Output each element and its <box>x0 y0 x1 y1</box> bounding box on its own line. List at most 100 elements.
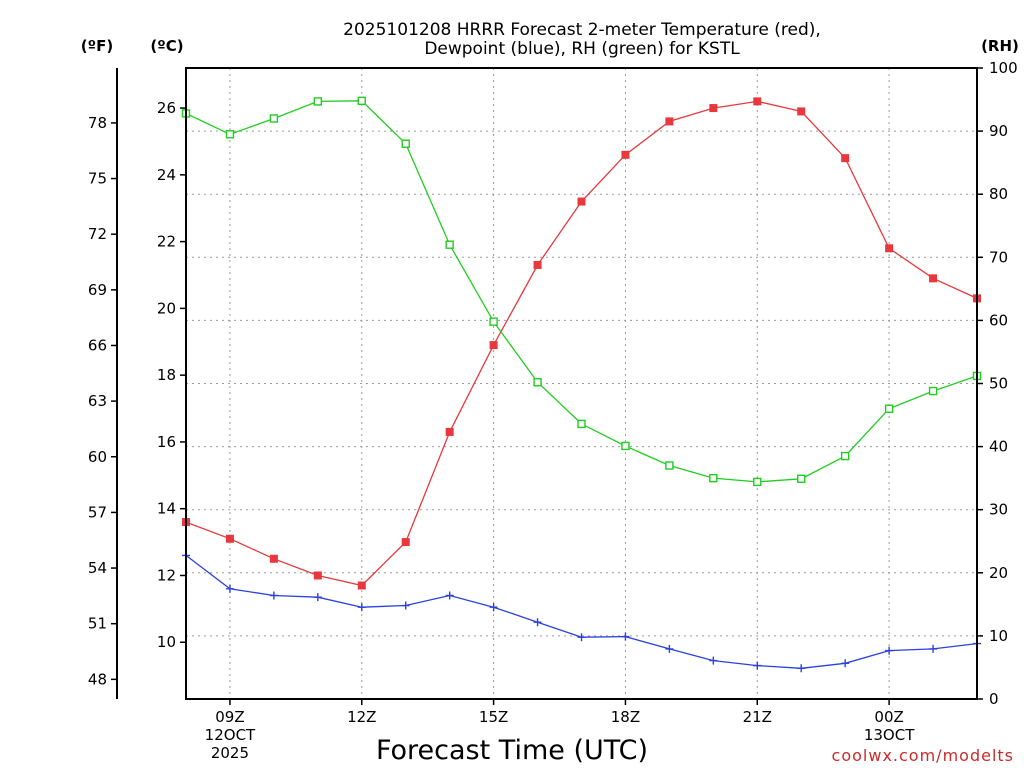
dewpoint-point <box>445 591 454 600</box>
rh-tick-label: 90 <box>989 122 1008 140</box>
time-tick-label: 12Z <box>347 708 376 726</box>
rh-point <box>225 130 235 139</box>
time-tick-label: 21Z <box>743 708 772 726</box>
dewpoint-point <box>489 603 498 612</box>
2-meter-temperature-point <box>709 104 718 113</box>
dewpoint-point <box>665 644 674 653</box>
2-meter-temperature-point <box>753 97 762 106</box>
time-tick-date: 13OCT <box>864 726 915 744</box>
2-meter-temperature-point <box>885 244 894 253</box>
grid-lines <box>186 68 977 699</box>
time-tick-date: 12OCT <box>205 726 256 744</box>
2-meter-temperature-point <box>621 150 630 159</box>
celsius-tick-label: 14 <box>157 500 176 518</box>
fahrenheit-tick-label: 72 <box>88 225 107 243</box>
2-meter-temperature-point <box>401 538 410 547</box>
celsius-tick-label: 10 <box>157 633 176 651</box>
2-meter-temperature-point <box>489 341 498 350</box>
rh-point <box>269 114 279 123</box>
2-meter-temperature-point <box>313 571 322 580</box>
time-tick-label: 00Z <box>874 708 903 726</box>
rh-point <box>797 474 806 483</box>
celsius-tick-label: 24 <box>157 166 176 184</box>
fahrenheit-tick-label: 48 <box>88 670 107 688</box>
dewpoint-point <box>885 646 894 655</box>
rh-point <box>401 139 410 148</box>
dewpoint-point <box>313 593 322 602</box>
celsius-tick-label: 12 <box>157 566 176 584</box>
rh-point <box>753 477 762 487</box>
rh-tick-label: 30 <box>989 501 1008 519</box>
rh-point <box>884 404 894 413</box>
2-meter-temperature-point <box>797 107 806 116</box>
fahrenheit-tick-label: 54 <box>88 559 107 577</box>
rh-tick-label: 20 <box>989 564 1008 582</box>
credit-text: coolwx.com/modelts <box>832 746 1014 765</box>
time-tick-label: 09Z <box>215 708 244 726</box>
rh-point <box>665 461 674 470</box>
rh-point <box>928 386 938 396</box>
celsius-tick-label: 26 <box>157 99 176 117</box>
2-meter-temperature-point <box>225 534 234 543</box>
fahrenheit-tick-label: 63 <box>88 392 107 410</box>
dewpoint-point <box>929 644 938 653</box>
dewpoint-point <box>225 584 234 593</box>
time-tick-year: 2025 <box>211 744 249 762</box>
rh-tick-label: 10 <box>989 627 1008 645</box>
rh-point <box>709 473 718 483</box>
fahrenheit-tick-label: 60 <box>88 448 107 466</box>
rh-point <box>445 240 454 249</box>
time-tick-label: 15Z <box>479 708 508 726</box>
dewpoint-point <box>357 603 366 612</box>
celsius-tick-label: 18 <box>157 366 176 384</box>
rh-tick-label: 70 <box>989 248 1008 266</box>
dewpoint-point <box>709 656 718 665</box>
x-axis-title: Forecast Time (UTC) <box>376 735 648 766</box>
rh-point <box>357 96 366 106</box>
chart-title-line-1: 2025101208 HRRR Forecast 2-meter Tempera… <box>343 20 821 40</box>
2-meter-temperature-point <box>269 554 278 563</box>
2-meter-temperature-point <box>665 117 674 126</box>
rh-tick-label: 50 <box>989 375 1008 393</box>
2-meter-temperature-point <box>533 260 542 269</box>
dewpoint-point <box>577 633 586 642</box>
celsius-tick-label: 16 <box>157 433 176 451</box>
rh-point <box>621 441 630 451</box>
axis-ticks: 10 12 14 16 18 20 22 24 26 48 51 54 57 60 63 66 69 72 75 78… <box>88 59 1018 762</box>
2-meter-temperature-point <box>929 274 938 283</box>
2-meter-temperature-point <box>445 427 454 436</box>
fahrenheit-tick-label: 78 <box>88 114 107 132</box>
dewpoint-point <box>533 618 542 627</box>
rh-point <box>489 317 498 326</box>
time-tick-label: 18Z <box>611 708 640 726</box>
rh-tick-label: 60 <box>989 311 1008 329</box>
2-meter-temperature-point <box>357 581 366 590</box>
rh-tick-label: 80 <box>989 185 1008 203</box>
fahrenheit-tick-label: 51 <box>88 615 107 633</box>
dewpoint-point <box>269 591 278 600</box>
fahrenheit-tick-label: 57 <box>88 503 107 521</box>
dewpoint-point <box>753 661 762 670</box>
chart-title-line-2: Dewpoint (blue), RH (green) for KSTL <box>424 39 740 59</box>
data-series <box>181 96 982 673</box>
fahrenheit-tick-label: 66 <box>88 336 107 354</box>
rh-tick-label: 0 <box>989 690 999 708</box>
2-meter-temperature-line <box>185 100 978 587</box>
rh-tick-label: 40 <box>989 438 1008 456</box>
dewpoint-point <box>797 664 806 673</box>
celsius-unit-label: (ºC) <box>150 37 183 55</box>
fahrenheit-tick-label: 69 <box>88 281 107 299</box>
dewpoint-point <box>401 601 410 610</box>
rh-unit-label: (RH) <box>981 37 1019 55</box>
2-meter-temperature-point <box>841 154 850 163</box>
celsius-tick-label: 22 <box>157 233 176 251</box>
fahrenheit-tick-label: 75 <box>88 170 107 188</box>
celsius-tick-label: 20 <box>157 299 176 317</box>
dewpoint-point <box>841 659 850 668</box>
2-meter-temperature-point <box>577 197 586 206</box>
fahrenheit-unit-label: (ºF) <box>81 37 113 55</box>
rh-point <box>533 378 542 387</box>
rh-point <box>840 451 850 461</box>
rh-tick-label: 100 <box>989 59 1018 77</box>
